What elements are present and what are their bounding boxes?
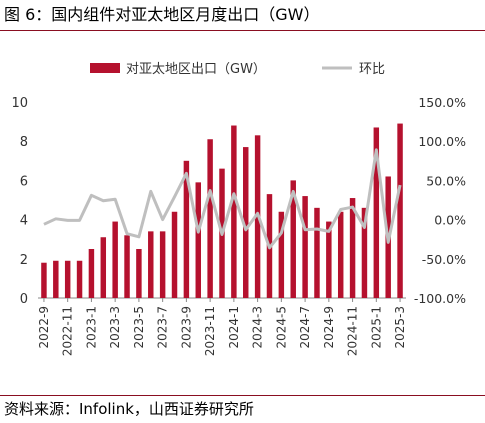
bar-2023-7 <box>159 231 166 298</box>
mom-line <box>43 148 402 250</box>
bar-series <box>41 123 403 299</box>
chart-legend: 对亚太地区出口（GW） 环比 <box>90 62 385 77</box>
bar-2024-9 <box>326 221 332 298</box>
right-tick-100: 100.0% <box>418 134 466 149</box>
left-axis-ticks: 0 2 4 6 8 10 <box>11 96 28 307</box>
bar-2024-6 <box>290 180 296 298</box>
x-tick-2023-3: 2023-3 <box>108 306 122 349</box>
x-tick-2024-9: 2024-9 <box>322 306 336 349</box>
x-tick-2024-3: 2024-3 <box>251 306 265 349</box>
x-tick-2024-7: 2024-7 <box>298 306 312 349</box>
bar-2025-3 <box>397 123 403 298</box>
bar-2023-4 <box>124 235 130 298</box>
left-tick-4: 4 <box>20 214 28 229</box>
bar-2024-11 <box>349 198 356 298</box>
right-tick-150: 150.0% <box>418 95 466 110</box>
bar-2023-1 <box>88 249 95 298</box>
source-note: 资料来源：Infolink，山西证券研究所 <box>4 400 254 418</box>
legend-bar-label: 对亚太地区出口（GW） <box>126 62 266 77</box>
x-tick-2023-1: 2023-1 <box>84 306 98 349</box>
right-axis-ticks: -100.0% -50.0% 0.0% 50.0% 100.0% 150.0% <box>414 95 466 306</box>
x-tick-2024-1: 2024-1 <box>227 306 241 349</box>
bar-2023-6 <box>148 231 154 298</box>
x-tick-2023-11: 2023-11 <box>203 306 217 356</box>
x-tick-2023-5: 2023-5 <box>132 306 146 349</box>
x-tick-2022-11: 2022-11 <box>61 306 75 356</box>
legend-line-label: 环比 <box>359 62 385 77</box>
bar-2024-2 <box>243 147 249 298</box>
figure-title: 图 6：国内组件对亚太地区月度出口（GW） <box>4 5 320 24</box>
bar-2023-5 <box>136 249 142 298</box>
bar-2023-10 <box>195 182 201 298</box>
bar-2024-7 <box>302 196 308 298</box>
bar-2024-5 <box>278 211 285 298</box>
bar-2024-10 <box>337 211 344 298</box>
bar-2023-2 <box>100 237 107 298</box>
x-tick-2022-9: 2022-9 <box>37 306 51 349</box>
bar-2023-3 <box>112 221 118 298</box>
bar-2022-10 <box>53 260 59 298</box>
bar-2023-11 <box>207 139 213 298</box>
bar-2022-12 <box>76 260 83 298</box>
right-tick--100: -100.0% <box>414 291 466 306</box>
title-bar: 图 6：国内组件对亚太地区月度出口（GW） <box>0 0 485 31</box>
bar-2024-8 <box>314 207 320 298</box>
x-tick-2025-3: 2025-3 <box>393 306 407 349</box>
bar-2024-12 <box>361 207 368 298</box>
x-tick-2024-5: 2024-5 <box>274 306 288 349</box>
source-divider <box>0 395 485 396</box>
x-axis-ticks: 2022-9 2022-11 2023-1 2023-3 2023-5 2023-7 202… <box>37 298 407 356</box>
x-tick-2023-9: 2023-9 <box>179 306 193 349</box>
x-tick-2024-11: 2024-11 <box>346 306 360 356</box>
left-tick-8: 8 <box>20 135 28 150</box>
right-tick-50: 50.0% <box>426 173 466 188</box>
x-tick-2023-7: 2023-7 <box>156 306 170 349</box>
bar-2025-1 <box>373 127 380 298</box>
left-tick-6: 6 <box>20 174 28 189</box>
chart: 对亚太地区出口（GW） 环比 0 2 4 6 8 10 -100.0% -50.0% 0.0%… <box>11 62 466 356</box>
right-tick--50: -50.0% <box>422 252 466 267</box>
x-tick-2025-1: 2025-1 <box>369 306 383 349</box>
bar-2022-11 <box>64 260 71 298</box>
left-tick-2: 2 <box>20 253 28 268</box>
bar-2024-1 <box>231 125 237 299</box>
bar-2023-9 <box>183 160 190 298</box>
left-tick-0: 0 <box>20 292 28 307</box>
left-tick-10: 10 <box>11 96 28 111</box>
bar-2022-9 <box>41 262 47 298</box>
right-tick-0: 0.0% <box>434 213 466 228</box>
line-series <box>43 148 402 250</box>
legend-bar-swatch <box>90 63 120 73</box>
bar-2023-8 <box>171 211 178 298</box>
